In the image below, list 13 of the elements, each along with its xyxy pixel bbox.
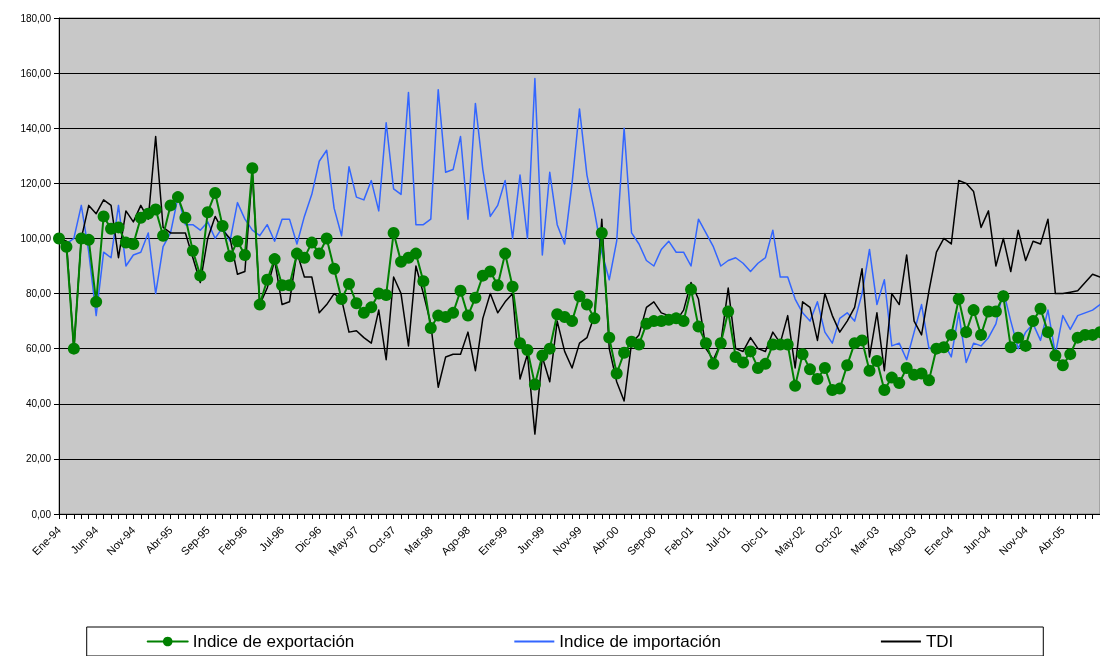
legend-label: Indice de exportación bbox=[192, 632, 355, 651]
y-tick-label: 140,00 bbox=[20, 122, 52, 134]
y-tick-label: 60,00 bbox=[25, 343, 52, 355]
y-tick-label: 0,00 bbox=[31, 508, 52, 520]
y-tick-label: 20,00 bbox=[25, 453, 52, 465]
y-tick-label: 100,00 bbox=[20, 232, 52, 244]
y-tick-label: 160,00 bbox=[20, 67, 52, 79]
legend-label: Indice de importación bbox=[559, 632, 721, 651]
y-tick-label: 80,00 bbox=[25, 288, 52, 300]
y-tick-label: 120,00 bbox=[20, 177, 52, 189]
y-tick-label: 40,00 bbox=[25, 398, 52, 410]
legend-label: TDI bbox=[925, 632, 954, 651]
y-tick-label: 180,00 bbox=[20, 12, 52, 24]
